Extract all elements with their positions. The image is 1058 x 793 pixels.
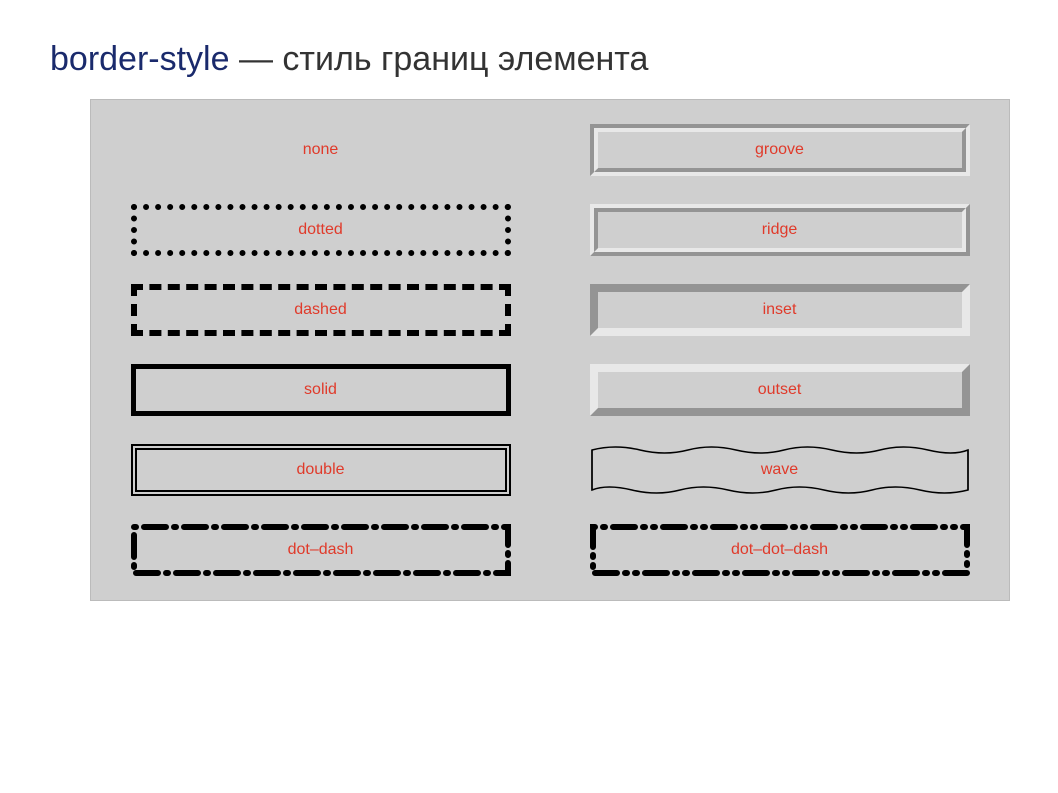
example-dotted: dotted xyxy=(121,204,520,256)
example-inset: inset xyxy=(580,284,979,336)
example-double: double xyxy=(121,444,520,496)
border-box-solid: solid xyxy=(131,364,511,416)
label-none: none xyxy=(303,141,339,159)
wave-border-icon xyxy=(590,444,970,496)
label-dotted: dotted xyxy=(298,221,342,239)
title-keyword: border-style xyxy=(50,40,230,78)
border-box-dot-dot-dash: dot–dot–dash xyxy=(590,524,970,576)
label-ridge: ridge xyxy=(762,221,798,239)
example-ridge: ridge xyxy=(580,204,979,256)
border-box-wave: wave xyxy=(590,444,970,496)
title-separator: — xyxy=(230,40,283,78)
border-box-inset: inset xyxy=(590,284,970,336)
page-title: border-style — стиль границ элемента xyxy=(50,40,1008,79)
example-wave: wave xyxy=(580,444,979,496)
example-groove: groove xyxy=(580,124,979,176)
border-box-ridge: ridge xyxy=(590,204,970,256)
border-box-groove: groove xyxy=(590,124,970,176)
examples-grid: none groove dotted ridge xyxy=(121,124,979,576)
label-groove: groove xyxy=(755,141,804,159)
example-dashed: dashed xyxy=(121,284,520,336)
title-description: стиль границ элемента xyxy=(282,40,648,78)
border-box-dotted: dotted xyxy=(131,204,511,256)
example-outset: outset xyxy=(580,364,979,416)
dot-dash-border-icon xyxy=(131,524,511,576)
label-double: double xyxy=(296,461,344,479)
example-dot-dot-dash: dot–dot–dash xyxy=(580,524,979,576)
example-dot-dash: dot–dash xyxy=(121,524,520,576)
example-solid: solid xyxy=(121,364,520,416)
border-box-double: double xyxy=(131,444,511,496)
border-box-outset: outset xyxy=(590,364,970,416)
dot-dot-dash-border-icon xyxy=(590,524,970,576)
border-box-dashed: dashed xyxy=(131,284,511,336)
page: border-style — стиль границ элемента non… xyxy=(0,0,1058,793)
label-inset: inset xyxy=(763,301,797,319)
label-dashed: dashed xyxy=(294,301,347,319)
label-outset: outset xyxy=(758,381,802,399)
border-box-dot-dash: dot–dash xyxy=(131,524,511,576)
examples-panel: none groove dotted ridge xyxy=(90,99,1010,601)
label-solid: solid xyxy=(304,381,337,399)
example-none: none xyxy=(121,124,520,176)
border-box-none: none xyxy=(131,124,511,176)
